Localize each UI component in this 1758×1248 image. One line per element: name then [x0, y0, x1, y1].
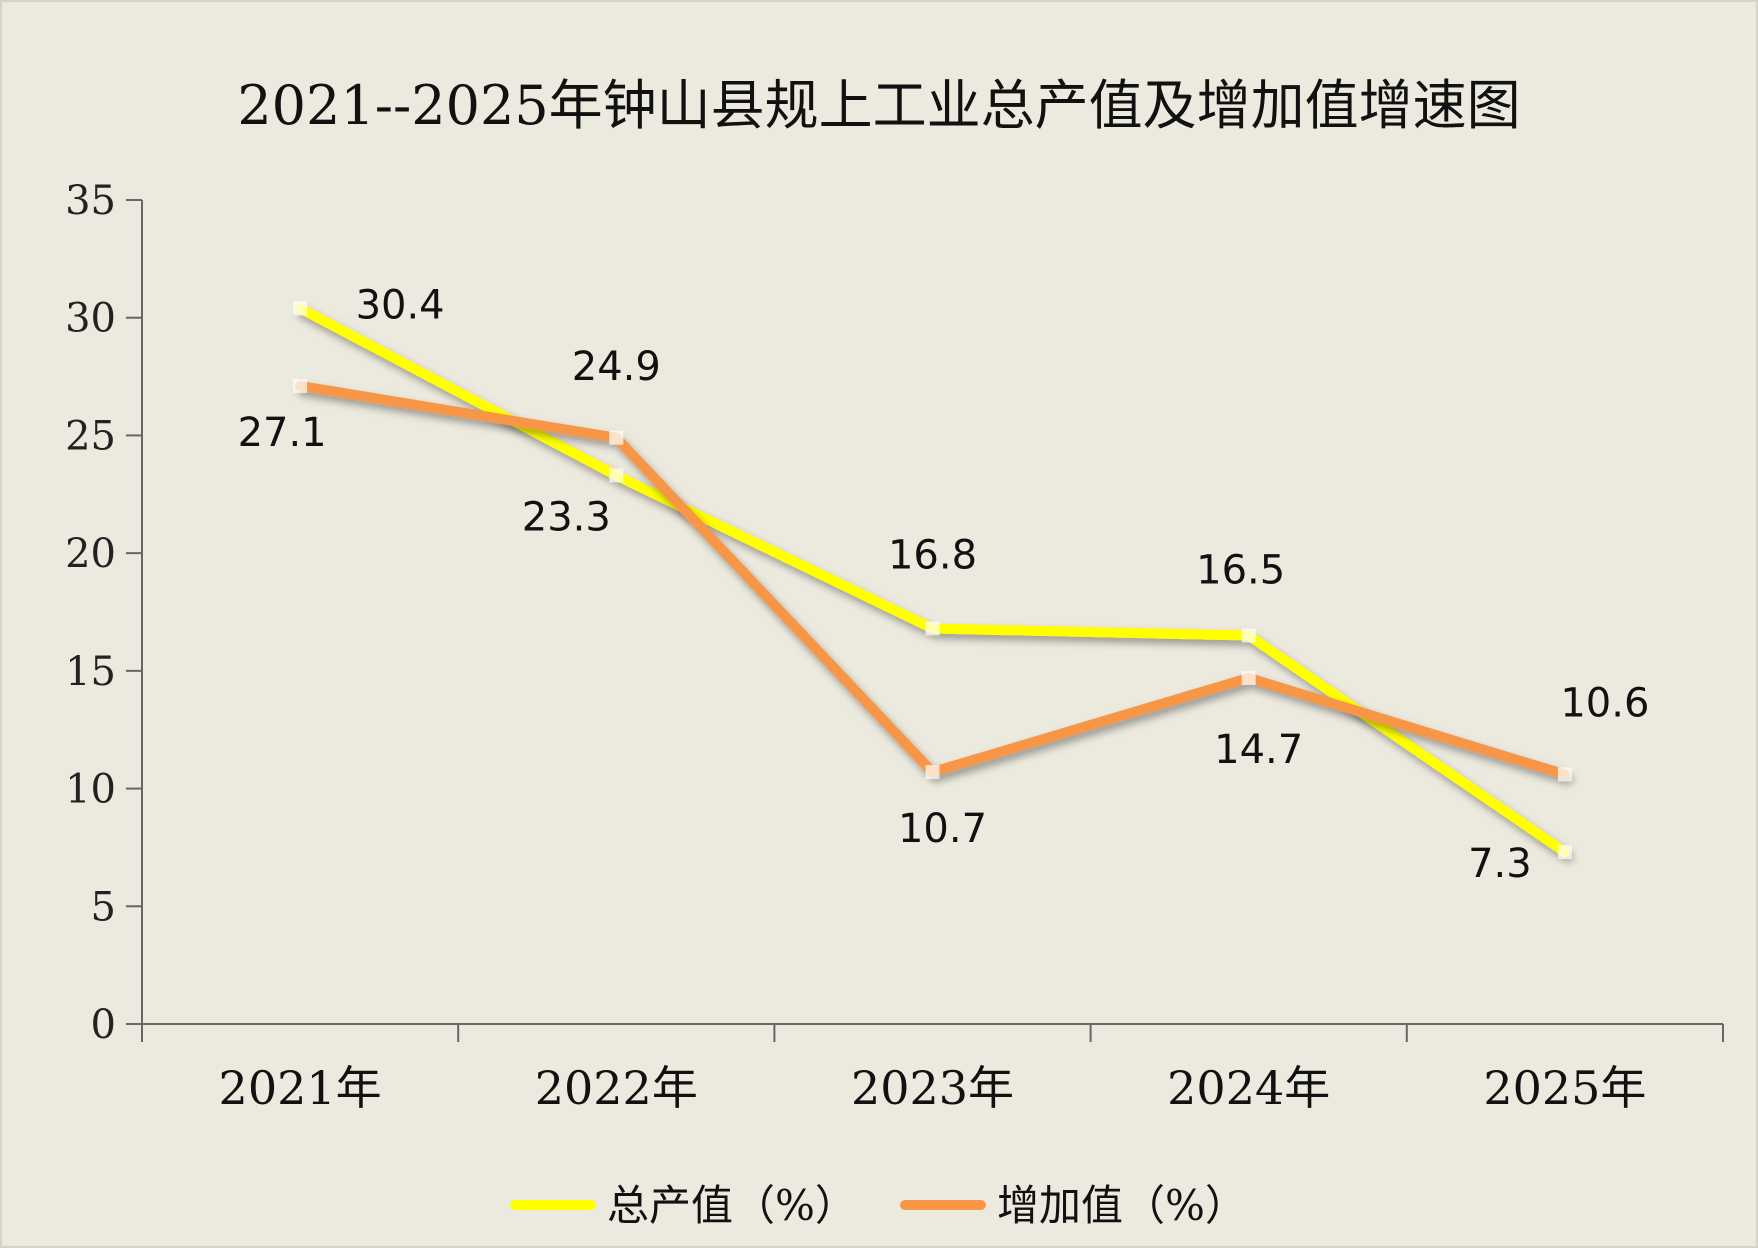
- x-tick-label: 2021年: [219, 1061, 382, 1115]
- data-point-marker: [1557, 767, 1572, 782]
- data-label: 30.4: [356, 282, 445, 328]
- data-label: 7.3: [1468, 841, 1532, 887]
- y-tick-label: 15: [65, 649, 116, 695]
- series-added-value: [293, 378, 1572, 782]
- data-label: 10.7: [898, 806, 987, 852]
- x-tick-label: 2024年: [1167, 1061, 1330, 1115]
- chart-title: 2021--2025年钟山县规上工业总产值及增加值增速图: [237, 74, 1520, 137]
- data-point-marker: [293, 301, 308, 316]
- legend-label: 总产值（%）: [607, 1181, 857, 1230]
- data-point-marker: [293, 378, 308, 393]
- data-point-marker: [925, 621, 940, 636]
- data-point-marker: [1241, 670, 1256, 685]
- y-tick-label: 35: [65, 178, 116, 224]
- y-tick-label: 5: [91, 884, 116, 930]
- data-label: 10.6: [1560, 680, 1649, 726]
- data-label: 27.1: [238, 410, 327, 456]
- data-label: 14.7: [1214, 727, 1303, 773]
- data-point-marker: [1557, 845, 1572, 860]
- legend: 总产值（%） 增加值（%）: [510, 1181, 1247, 1230]
- axes: 0 5 10 15 20 25 30 35 2021年 2022年 2023年 2024年 2025年: [65, 178, 1724, 1115]
- y-tick-label: 10: [65, 767, 116, 813]
- data-point-marker: [925, 765, 940, 780]
- y-tick-label: 0: [91, 1002, 116, 1048]
- data-labels: 30.4 23.3 16.8 16.5 7.3 27.1 24.9 10.7 14.7 10.6: [238, 282, 1650, 887]
- legend-label: 增加值（%）: [997, 1181, 1247, 1230]
- data-point-marker: [609, 430, 624, 445]
- data-label: 24.9: [572, 344, 661, 390]
- x-tick-label: 2022年: [535, 1061, 698, 1115]
- y-tick-label: 25: [65, 413, 116, 459]
- y-tick-label: 20: [65, 531, 116, 577]
- y-tick-label: 30: [65, 296, 116, 342]
- data-point-marker: [1241, 628, 1256, 643]
- x-tick-label: 2025年: [1483, 1061, 1646, 1115]
- series-layer: [293, 301, 1572, 860]
- data-label: 16.8: [888, 532, 977, 578]
- data-label: 23.3: [522, 494, 611, 540]
- data-point-marker: [609, 468, 624, 483]
- data-label: 16.5: [1196, 548, 1285, 594]
- series-line: [295, 380, 1570, 780]
- x-tick-label: 2023年: [851, 1061, 1014, 1115]
